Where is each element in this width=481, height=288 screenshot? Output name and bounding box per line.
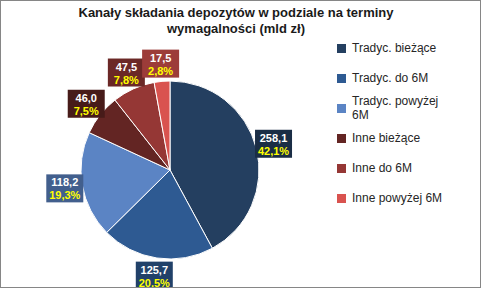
data-label: 125,720,5% (136, 262, 173, 287)
data-label: 47,57,8% (108, 59, 145, 87)
label-box (136, 262, 173, 287)
label-box (68, 90, 105, 118)
value-label: 17,5 (150, 52, 171, 64)
legend-item: Inne bieżące (337, 124, 456, 152)
data-label: 258,142,1% (255, 130, 292, 158)
label-box (108, 59, 145, 87)
data-label: 46,07,5% (68, 90, 105, 118)
value-label: 125,7 (141, 264, 169, 276)
legend-swatch (337, 44, 346, 53)
legend-swatch (337, 104, 346, 113)
label-box (46, 174, 83, 202)
legend-label: Tradyc. bieżące (352, 41, 456, 55)
legend-label: Tradyc. do 6M (352, 71, 456, 85)
legend-label: Inne do 6M (352, 161, 456, 175)
legend-label: Inne powyżej 6M (352, 191, 456, 205)
percent-label: 7,8% (114, 74, 139, 86)
pie-slice (154, 81, 170, 170)
data-labels: 258,142,1%125,720,5%118,219,3%46,07,5%47… (46, 50, 292, 287)
legend-swatch (337, 194, 346, 203)
value-label: 47,5 (116, 61, 137, 73)
legend-swatch (337, 134, 346, 143)
legend-swatch (337, 74, 346, 83)
chart-title: Kanały składania depozytów w podziale na… (41, 5, 431, 37)
percent-label: 42,1% (258, 145, 289, 157)
legend-label: Inne bieżące (352, 131, 456, 145)
value-label: 118,2 (51, 176, 78, 188)
percent-label: 20,5% (139, 277, 170, 287)
legend-item: Inne do 6M (337, 154, 456, 182)
legend-swatch (337, 164, 346, 173)
data-label: 118,219,3% (46, 174, 83, 202)
label-box (255, 130, 292, 158)
percent-label: 19,3% (49, 189, 80, 201)
label-box (142, 50, 179, 78)
legend-label: Tradyc. powyżej 6M (352, 94, 456, 122)
value-label: 46,0 (76, 92, 97, 104)
legend-item: Tradyc. powyżej 6M (337, 94, 456, 122)
value-label: 258,1 (260, 132, 288, 144)
data-label: 17,52,8% (142, 50, 179, 78)
legend-item: Tradyc. do 6M (337, 64, 456, 92)
chart-frame: Kanały składania depozytów w podziale na… (0, 0, 481, 288)
slices (81, 81, 259, 259)
percent-label: 2,8% (148, 65, 173, 77)
legend-item: Inne powyżej 6M (337, 184, 456, 212)
percent-label: 7,5% (74, 105, 99, 117)
legend-item: Tradyc. bieżące (337, 34, 456, 62)
